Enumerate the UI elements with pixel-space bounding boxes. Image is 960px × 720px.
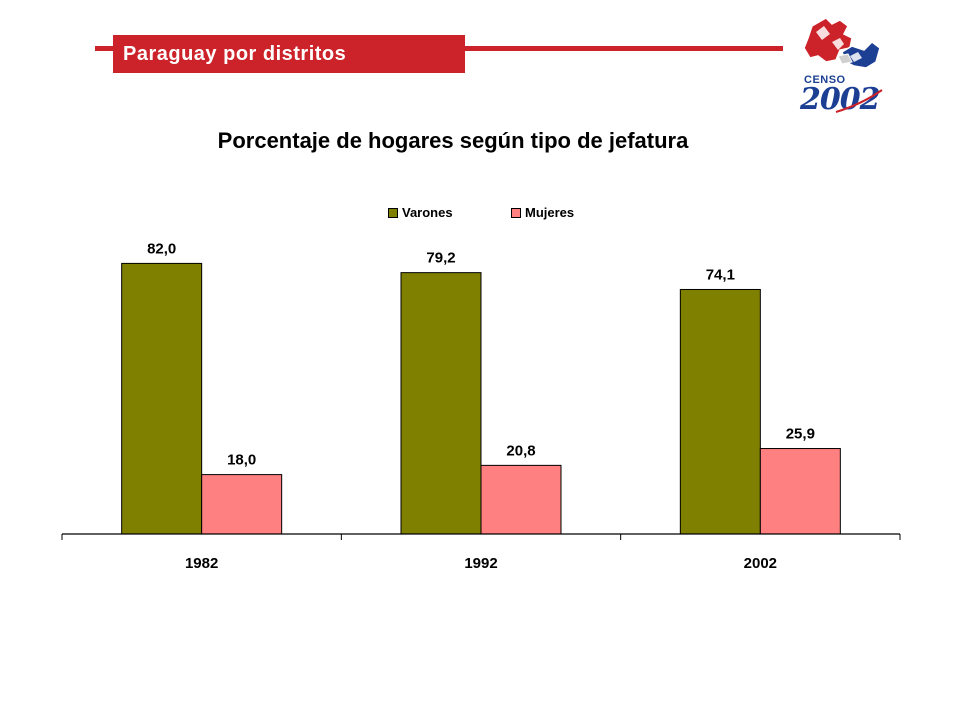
x-tick-label-1982: 1982 xyxy=(185,555,218,572)
bar-mujeres-2002 xyxy=(759,448,841,535)
data-label-varones-2002: 74,1 xyxy=(706,266,735,283)
chart-title: Porcentaje de hogares según tipo de jefa… xyxy=(217,128,689,153)
puzzle-map-icon xyxy=(803,17,881,69)
bar-varones-1992 xyxy=(400,272,482,535)
data-label-varones-1982: 82,0 xyxy=(147,240,176,257)
data-label-varones-1992: 79,2 xyxy=(426,250,455,267)
legend-swatch-varones xyxy=(388,208,398,218)
header-title: Paraguay por distritos xyxy=(113,35,465,73)
x-tick-label-2002: 2002 xyxy=(744,555,777,572)
bar-varones-2002 xyxy=(679,288,761,535)
legend-swatch-mujeres xyxy=(511,208,521,218)
bar-mujeres-1982 xyxy=(201,474,283,535)
data-label-mujeres-1992: 20,8 xyxy=(506,442,535,459)
data-label-mujeres-1982: 18,0 xyxy=(227,452,256,469)
legend-label-varones: Varones xyxy=(402,205,453,220)
x-tick-label-1992: 1992 xyxy=(464,555,497,572)
logo-label: CENSO xyxy=(804,74,846,86)
bar-varones-1982 xyxy=(121,262,203,535)
data-label-mujeres-2002: 25,9 xyxy=(786,426,815,443)
legend-label-mujeres: Mujeres xyxy=(525,205,575,220)
bar-mujeres-1992 xyxy=(480,464,562,535)
